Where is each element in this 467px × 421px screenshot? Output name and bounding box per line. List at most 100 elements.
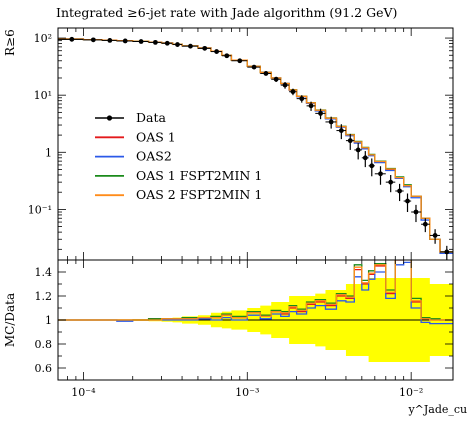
data-marker <box>237 58 243 64</box>
data-point <box>83 37 103 43</box>
main-y-tick-label: 10⁻¹ <box>28 203 52 216</box>
data-marker <box>273 76 279 82</box>
legend-item-oas2: OAS2 <box>95 149 172 164</box>
data-marker <box>413 209 419 215</box>
data-marker <box>152 39 158 45</box>
x-tick-label: 10⁻³ <box>235 386 259 399</box>
legend-label: OAS2 <box>136 149 172 164</box>
data-point <box>345 133 355 150</box>
data-point <box>182 43 198 49</box>
legend-label: OAS 1 FSPT2MIN 1 <box>136 168 262 183</box>
main-y-axis-label-text: R≥6 <box>3 29 17 56</box>
main-frame <box>57 27 454 261</box>
data-point <box>289 88 297 96</box>
data-point <box>197 45 211 51</box>
data-marker <box>328 119 334 125</box>
main-panel: 10⁻¹ 1 10¹ 10² <box>28 27 454 261</box>
ratio-ticks: 10⁻⁴ 10⁻³ 10⁻² 0.6 0.8 1 1.2 1.4 <box>35 259 453 399</box>
data-marker <box>263 71 269 76</box>
legend-item-oas-1: OAS 1 <box>95 129 176 144</box>
data-point <box>210 49 222 54</box>
data-marker <box>224 53 230 59</box>
data-point <box>306 101 316 111</box>
data-point <box>385 175 396 193</box>
data-marker <box>397 188 402 194</box>
ratio-panel: 10⁻⁴ 10⁻³ 10⁻² 0.6 0.8 1 1.2 1.4 <box>35 259 454 399</box>
data-marker <box>432 233 438 238</box>
data-marker <box>422 221 428 227</box>
legend-item-data: Data <box>95 110 166 125</box>
data-marker <box>318 110 323 116</box>
legend-label: OAS 1 <box>136 129 176 144</box>
data-point <box>260 71 272 76</box>
data-marker <box>355 147 361 153</box>
data-point <box>421 218 430 233</box>
main-ticks: 10⁻¹ 1 10¹ 10² <box>28 28 453 260</box>
data-marker <box>444 249 450 255</box>
data-point <box>315 108 326 120</box>
data-marker <box>188 43 193 49</box>
data-point <box>354 143 362 160</box>
x-tick-label: 10⁻² <box>399 386 423 399</box>
data-point <box>429 229 441 244</box>
data-marker <box>388 179 394 185</box>
data-point <box>403 193 412 213</box>
main-y-tick-label: 10² <box>34 32 52 45</box>
data-point <box>411 204 422 223</box>
data-marker <box>251 64 257 70</box>
data-marker <box>90 37 96 43</box>
data-point <box>296 95 307 103</box>
data-marker <box>282 82 288 88</box>
ratio-y-tick-label: 1 <box>45 314 52 327</box>
series-oas2-line <box>58 38 453 254</box>
legend-label: OAS 2 FSPT2MIN 1 <box>136 187 262 202</box>
data-marker <box>107 37 113 43</box>
chart-title: Integrated ≥6-jet rate with Jade algorit… <box>56 5 397 20</box>
data-marker <box>214 49 220 54</box>
legend-item-oas-1-fspt2min-1: OAS 1 FSPT2MIN 1 <box>95 168 262 183</box>
ratio-y-axis-label: MC/Data <box>3 293 17 347</box>
ratio-plot-area <box>58 260 453 362</box>
data-point <box>440 245 453 260</box>
data-point <box>280 82 290 89</box>
data-marker <box>164 40 170 46</box>
data-marker <box>362 155 368 161</box>
x-tick-label: 10⁻⁴ <box>71 386 96 399</box>
data-marker <box>338 128 344 133</box>
data-point <box>172 42 183 47</box>
legend-data-marker <box>106 115 113 121</box>
data-point <box>325 116 337 129</box>
data-marker <box>369 163 375 169</box>
legend-item-oas-2-fspt2min-1: OAS 2 FSPT2MIN 1 <box>95 187 262 202</box>
main-y-tick-label: 1 <box>45 146 52 159</box>
data-point <box>102 37 117 43</box>
data-point <box>221 53 232 59</box>
data-point <box>374 166 386 185</box>
series-oas-1-fspt2min-1-line <box>58 38 453 253</box>
main-y-tick-label: 10¹ <box>34 89 52 102</box>
series-oas-2-fspt2min-1-line <box>58 38 453 253</box>
ratio-y-tick-label: 1.2 <box>35 290 53 303</box>
main-plot-area <box>58 36 453 260</box>
data-marker <box>202 45 208 51</box>
ratio-y-tick-label: 0.6 <box>35 362 53 375</box>
data-point <box>336 124 346 140</box>
data-point <box>361 151 369 168</box>
x-axis-label: y^Jade_cut <box>407 403 467 416</box>
series-oas-1-line <box>58 38 453 253</box>
ratio-oas-1-fspt2min-1-line <box>58 260 453 321</box>
ratio-y-tick-label: 1.4 <box>35 266 53 279</box>
ratio-oas-2-fspt2min-1-line <box>58 260 453 321</box>
data-point <box>231 58 248 64</box>
data-point <box>247 64 261 70</box>
data-point <box>132 39 149 44</box>
data-marker <box>290 89 296 95</box>
data-marker <box>308 103 314 109</box>
data-point <box>161 40 173 46</box>
data-marker <box>122 38 128 44</box>
data-point <box>271 76 281 83</box>
data-marker <box>405 198 410 204</box>
data-marker <box>69 36 75 42</box>
data-marker <box>347 138 353 144</box>
